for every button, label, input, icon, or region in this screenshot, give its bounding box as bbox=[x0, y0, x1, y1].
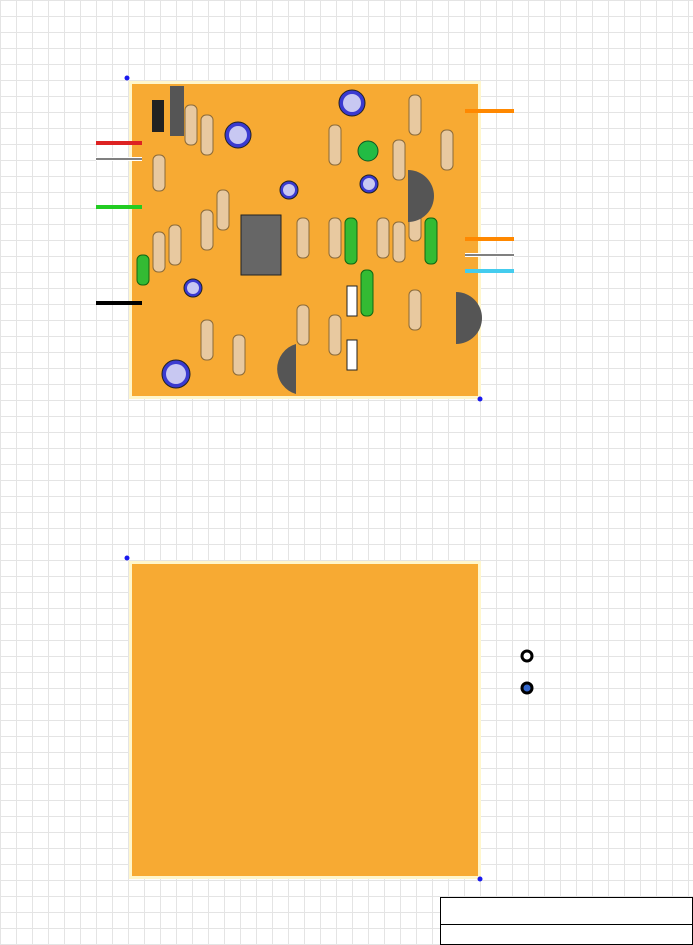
resistor-110r-a bbox=[296, 304, 310, 346]
film-caps bbox=[136, 217, 438, 317]
resistor-22k bbox=[376, 217, 390, 259]
resistor-200k-b bbox=[200, 319, 214, 361]
resistor-2k2-b bbox=[328, 124, 342, 166]
title-block bbox=[440, 897, 693, 945]
legend-joined-link-icon bbox=[520, 681, 534, 695]
offboard-wires bbox=[96, 109, 514, 305]
resistor-47k bbox=[392, 139, 406, 181]
cap-22u-top-inner bbox=[343, 94, 361, 112]
resistor-27k-b bbox=[200, 114, 214, 156]
cap-100n-b bbox=[424, 217, 438, 265]
resistor-200k-a bbox=[328, 314, 342, 356]
cap-22u-bottom-inner bbox=[166, 364, 186, 384]
diode-d1 bbox=[346, 285, 358, 317]
transistor-q2-body bbox=[456, 292, 482, 344]
resistor-27k-c bbox=[232, 334, 246, 376]
bottom-board-surface bbox=[132, 564, 478, 876]
top-board bbox=[129, 81, 482, 399]
transistor-q1-body bbox=[408, 170, 434, 222]
bottom-board bbox=[129, 561, 481, 879]
title-block-row bbox=[441, 924, 692, 945]
resistor-1m-a bbox=[216, 189, 230, 231]
led-green bbox=[357, 140, 379, 162]
transistor-q3-body bbox=[277, 344, 296, 394]
cap-22u-mid-inner bbox=[229, 126, 247, 144]
resistor-5k6-a bbox=[168, 224, 182, 266]
resistor-27k-a bbox=[184, 104, 198, 146]
resistor-2k2-c bbox=[200, 209, 214, 251]
board-corner-markers bbox=[124, 75, 483, 882]
diode-d3 bbox=[152, 100, 164, 132]
regulator-78l05-body bbox=[170, 86, 184, 136]
resistor-2k2-a bbox=[152, 154, 166, 192]
diode-d2 bbox=[346, 339, 358, 371]
cap-100p-body bbox=[296, 217, 310, 259]
resistor-215r bbox=[408, 94, 422, 136]
resistor-5k6-b bbox=[328, 217, 342, 259]
resistor-1m-b bbox=[152, 231, 166, 273]
resistor-10k-b bbox=[392, 221, 406, 263]
resistor-110r-b bbox=[408, 289, 422, 331]
cap-100n-c bbox=[360, 269, 374, 317]
electrolytic-caps bbox=[161, 89, 379, 389]
resistor-10k-a bbox=[440, 129, 454, 171]
cap-100n-a bbox=[344, 217, 358, 265]
legend-socket-icon bbox=[520, 649, 534, 663]
cap-47n bbox=[136, 254, 150, 286]
resistors bbox=[152, 94, 454, 376]
ic-5534-body bbox=[240, 214, 282, 276]
